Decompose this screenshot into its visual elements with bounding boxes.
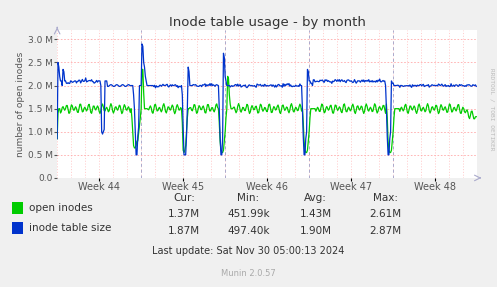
Text: Last update: Sat Nov 30 05:00:13 2024: Last update: Sat Nov 30 05:00:13 2024 [152,246,345,256]
Y-axis label: number of open inodes: number of open inodes [16,51,25,157]
Text: Min:: Min: [238,193,259,203]
Text: Max:: Max: [373,193,398,203]
Text: 497.40k: 497.40k [227,226,270,236]
Text: 2.61M: 2.61M [369,209,401,219]
Text: 2.87M: 2.87M [369,226,401,236]
Text: 1.90M: 1.90M [300,226,331,236]
Text: Munin 2.0.57: Munin 2.0.57 [221,269,276,278]
Text: 1.87M: 1.87M [168,226,200,236]
Text: 1.37M: 1.37M [168,209,200,219]
Text: RRDTOOL / TOBI OETIKER: RRDTOOL / TOBI OETIKER [490,68,495,150]
Text: 1.43M: 1.43M [300,209,331,219]
Title: Inode table usage - by month: Inode table usage - by month [168,16,366,29]
Text: Cur:: Cur: [173,193,195,203]
Text: Avg:: Avg: [304,193,327,203]
Text: inode table size: inode table size [29,223,111,233]
Text: open inodes: open inodes [29,203,92,213]
Text: 451.99k: 451.99k [227,209,270,219]
